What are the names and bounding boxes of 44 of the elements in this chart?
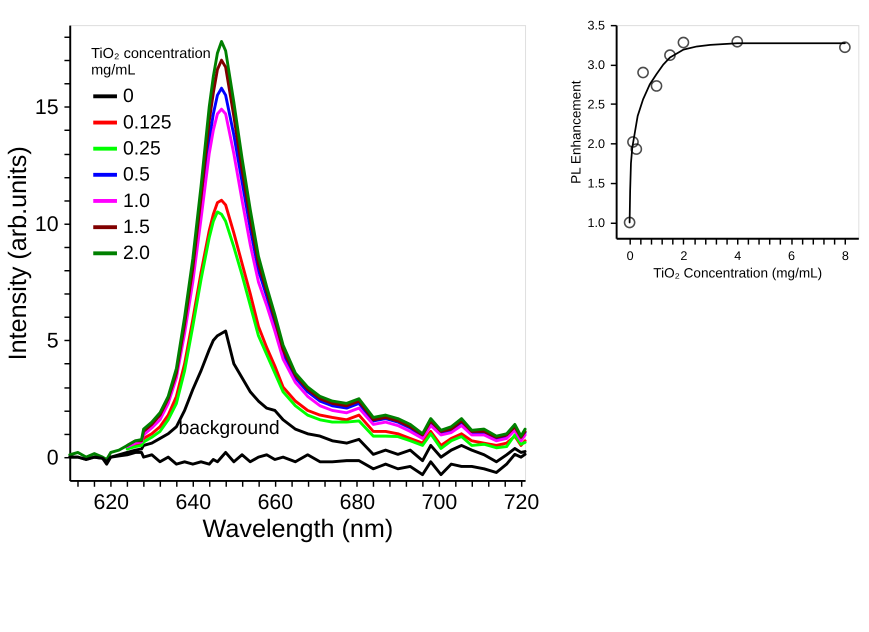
legend-label: 0.125 (123, 111, 172, 134)
y-axis-title: PL Enhancement (568, 80, 584, 184)
point (630, 143, 642, 155)
legend-label: 1.5 (123, 216, 150, 238)
x-tick-label: 720 (504, 490, 540, 514)
y-tick-label: 15 (34, 95, 59, 120)
legend-label: 0 (123, 85, 134, 108)
legend-title: TiO₂ concentration mg/mL (91, 46, 211, 79)
x-tick-label: 620 (93, 490, 130, 514)
point (678, 36, 690, 48)
legend-label: 1.0 (123, 190, 150, 212)
legend-label: 0.5 (123, 164, 150, 186)
y-tick-label: 10 (34, 212, 59, 236)
y-tick-label: 3.0 (588, 58, 606, 72)
x-tick-label: 4 (734, 249, 742, 264)
y-axis-title: Intensity (arb.units) (4, 146, 32, 360)
x-tick-label: 680 (340, 490, 376, 514)
legend-label: 0.25 (123, 137, 161, 160)
y-tick-label: 1.5 (588, 176, 606, 190)
y-tick-label: 3.5 (588, 18, 606, 33)
x-tick-label: 640 (176, 490, 212, 514)
point (839, 41, 851, 54)
annotation: background (178, 416, 280, 439)
x-tick-label: 700 (422, 490, 458, 514)
x-tick-label: 0 (626, 249, 634, 264)
x-axis-title: TiO₂ Concentration (mg/mL) (653, 266, 822, 281)
x-tick-label: 2 (680, 249, 688, 264)
x-tick-label: 8 (842, 249, 849, 264)
x-axis-title: Wavelength (nm) (202, 515, 394, 544)
y-tick-label: 0 (46, 445, 59, 470)
x-tick-label: 660 (258, 490, 294, 514)
legend-label: 2.0 (123, 242, 150, 264)
y-tick-label: 2.5 (588, 97, 606, 112)
point (637, 66, 649, 78)
point (650, 80, 662, 92)
point (624, 216, 636, 228)
y-tick-label: 2.0 (588, 136, 606, 151)
point (627, 136, 639, 148)
point (664, 49, 676, 61)
line-series (68, 40, 527, 461)
x-tick-label: 6 (788, 249, 796, 264)
point (731, 36, 744, 48)
y-tick-label: 5 (46, 328, 59, 353)
y-tick-label: 1.0 (588, 216, 606, 230)
